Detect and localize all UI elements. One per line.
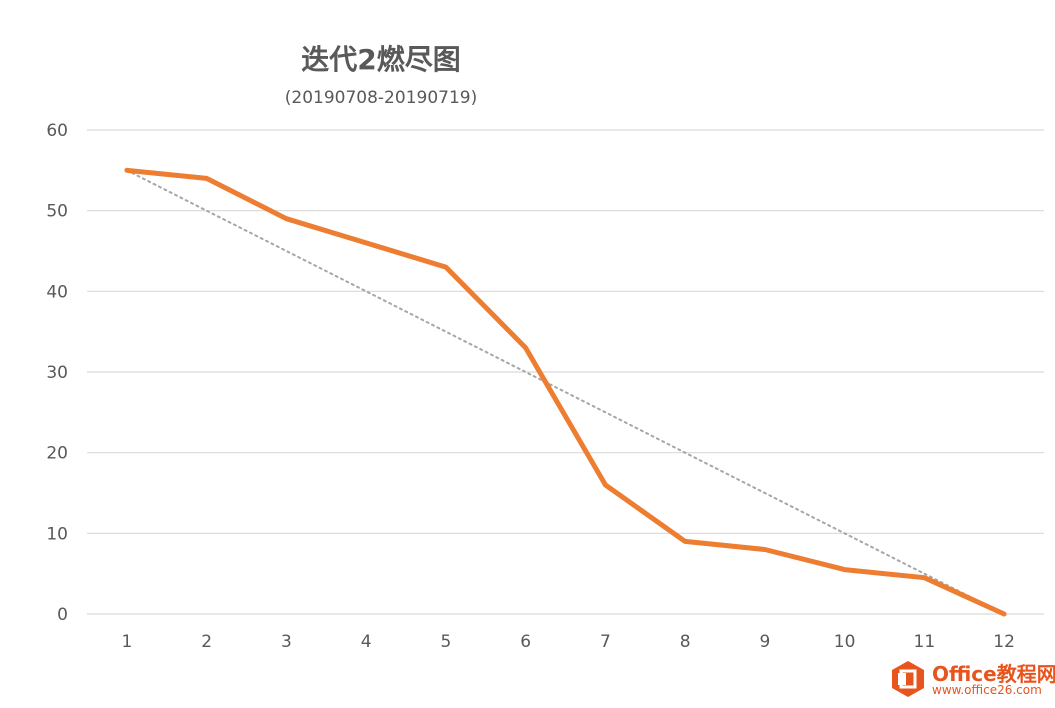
y-tick-label: 20 — [46, 444, 68, 464]
x-tick-label: 5 — [440, 632, 451, 652]
watermark-name: Office教程网 — [932, 662, 1055, 686]
x-axis-ticks: 1 2 3 4 5 6 7 8 9 10 11 12 — [121, 632, 1014, 652]
x-tick-label: 4 — [361, 632, 372, 652]
x-tick-label: 6 — [520, 632, 531, 652]
y-tick-label: 60 — [46, 121, 68, 141]
y-tick-label: 0 — [57, 605, 68, 625]
gridlines — [87, 129, 1044, 615]
watermark-url: www.office26.com — [932, 683, 1042, 697]
x-tick-label: 3 — [281, 632, 292, 652]
y-tick-label: 10 — [46, 524, 68, 544]
office-logo-icon — [892, 661, 924, 697]
x-tick-label: 8 — [680, 632, 691, 652]
chart-title: 迭代2燃尽图 — [301, 43, 461, 76]
x-tick-label: 11 — [914, 632, 936, 652]
x-tick-label: 2 — [201, 632, 212, 652]
x-tick-label: 9 — [759, 632, 770, 652]
watermark: Office教程网 www.office26.com — [890, 656, 1055, 702]
actual-burndown-line — [124, 167, 1007, 617]
chart-subtitle: (20190708-20190719) — [284, 88, 478, 108]
y-tick-label: 40 — [46, 282, 68, 302]
ideal-burndown-line — [125, 169, 1006, 615]
series-layer — [124, 167, 1007, 617]
y-tick-label: 30 — [46, 363, 68, 383]
x-tick-label: 12 — [993, 632, 1015, 652]
x-tick-label: 7 — [600, 632, 611, 652]
x-tick-label: 1 — [121, 632, 132, 652]
y-axis-ticks: 0 10 20 30 40 50 60 — [46, 121, 68, 625]
y-tick-label: 50 — [46, 202, 68, 222]
x-tick-label: 10 — [834, 632, 856, 652]
